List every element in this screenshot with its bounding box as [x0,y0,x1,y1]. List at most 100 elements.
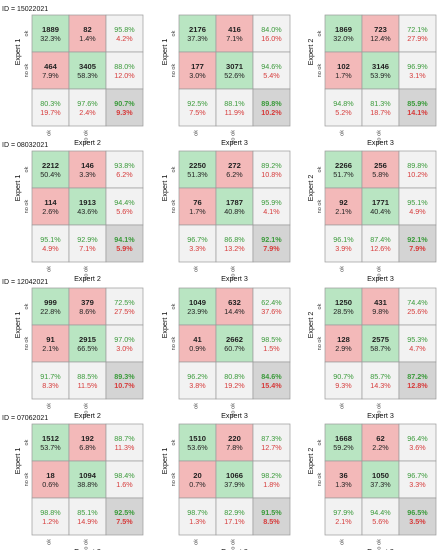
cell-percent: 2.2% [372,443,389,452]
row-summary-correct: 97.0% [114,335,135,344]
cell-count: 114 [44,198,57,207]
total-wrong: 10.7% [114,381,135,390]
x-tick-label: ok [340,403,346,409]
row-summary-wrong: 1.6% [116,480,133,489]
total-wrong: 8.5% [263,517,280,526]
col-summary-wrong: 1.2% [42,517,59,526]
total-cell [105,497,144,536]
cell-count: 431 [374,298,387,307]
cell-percent: 23.9% [187,307,208,316]
row-summary-correct: 95.9% [261,198,282,207]
col-summary-correct: 85.1% [77,508,98,517]
summary-cell [361,361,400,400]
x-tick-label: ok [194,130,200,136]
total-correct: 87.2% [407,372,428,381]
cell-percent: 2.6% [42,207,59,216]
col-summary-correct: 80.8% [224,372,245,381]
y-axis-label: Expert 2 [306,312,315,339]
cell-count: 1668 [335,434,352,443]
cell-count: 36 [339,471,347,480]
cell-count: 272 [228,161,241,170]
cell-percent: 60.7% [224,344,245,353]
y-axis-label: Expert 1 [160,39,169,66]
y-tick-label: no ok [317,472,323,486]
cell-count: 2575 [372,335,390,344]
cell-percent: 66.5% [77,344,98,353]
cell-count: 18 [46,471,54,480]
x-axis-label: Expert 3 [367,274,394,283]
summary-cell [398,150,437,189]
col-summary-correct: 88.5% [77,372,98,381]
y-tick-label: no ok [171,472,177,486]
cell-count: 632 [228,298,241,307]
cell-count: 1510 [189,434,206,443]
x-tick-label: no ok [377,130,383,144]
x-tick-label: ok [194,539,200,545]
summary-cell [398,187,437,226]
cell-count: 1771 [372,198,390,207]
total-cell [252,88,291,127]
cell-count: 92 [339,198,347,207]
x-tick-label: ok [47,539,53,545]
x-tick-label: ok [194,403,200,409]
row-summary-wrong: 1.5% [263,344,280,353]
cell-percent: 1.3% [335,480,352,489]
cell-count: 102 [337,62,350,71]
cell-count: 1049 [189,298,206,307]
summary-cell [361,88,400,127]
summary-cell [215,224,254,263]
disagreement-cell [215,14,254,53]
x-axis-label: Expert 2 [74,138,101,147]
row-summary-wrong: 4.9% [409,207,426,216]
y-axis-label: Expert 2 [306,39,315,66]
x-tick-label: no ok [231,539,237,550]
total-cell [105,88,144,127]
cell-count: 82 [83,25,91,34]
cell-count: 91 [46,335,55,344]
row-summary-wrong: 10.8% [261,170,282,179]
x-tick-label: no ok [377,403,383,417]
row-summary-wrong: 4.1% [263,207,280,216]
x-tick-label: ok [47,130,53,136]
cell-percent: 32.3% [40,34,61,43]
y-tick-label: ok [171,439,177,445]
agreement-cell [324,14,363,53]
matrix-id-label: ID = 07062021 [2,415,48,422]
row-summary-wrong: 4.2% [116,34,133,43]
y-axis-label: Expert 1 [13,448,22,475]
summary-cell [105,187,144,226]
disagreement-cell [178,51,217,90]
row-summary-wrong: 5.4% [263,71,280,80]
x-tick-label: ok [47,403,53,409]
cell-count: 1913 [79,198,96,207]
cell-count: 256 [374,161,387,170]
row-summary-correct: 95.8% [114,25,135,34]
row-summary-wrong: 6.2% [116,170,133,179]
row-summary-correct: 95.3% [407,335,428,344]
summary-cell [398,287,437,326]
row-summary-wrong: 3.3% [409,480,426,489]
total-correct: 84.6% [261,372,282,381]
y-tick-label: no ok [317,63,323,77]
y-tick-label: ok [171,30,177,36]
matrix-row: ID = 07062021151253.7%1926.8%180.6%10943… [2,415,437,550]
disagreement-cell [215,287,254,326]
summary-cell [252,460,291,499]
summary-cell [252,187,291,226]
x-tick-label: no ok [231,266,237,280]
row-summary-wrong: 4.7% [409,344,426,353]
summary-cell [31,361,70,400]
cell-percent: 58.7% [370,344,391,353]
summary-cell [252,324,291,363]
col-summary-wrong: 12.6% [370,244,391,253]
